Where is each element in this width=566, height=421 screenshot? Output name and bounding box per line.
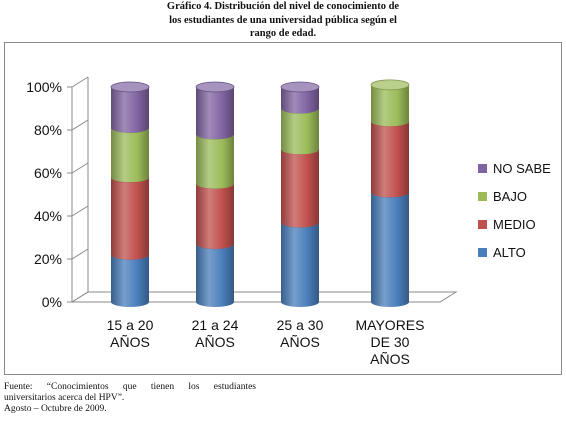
bar-segment-alto (281, 222, 319, 307)
bar-segment-medio (111, 177, 149, 260)
x-tick-label: AÑOS (370, 351, 410, 367)
x-tick-label: 15 a 20 (107, 317, 154, 333)
chart-title-line-2: los estudiantes de una universidad públi… (169, 14, 397, 26)
bar-segment-bajo (281, 108, 319, 155)
chart-title-line-1: Gráfico 4. Distribución del nivel de con… (166, 1, 400, 12)
y-tick-depth (71, 248, 89, 260)
x-tick-label: AÑOS (280, 334, 320, 350)
y-tick-label: 100% (26, 79, 62, 95)
y-tick-label: 40% (34, 208, 62, 224)
y-tick-label: 0% (42, 294, 62, 310)
bar-segment-medio (196, 183, 234, 249)
bar-segment-bajo (111, 127, 149, 183)
legend-swatch-bajo (478, 192, 487, 201)
bar-segment-alto (196, 243, 234, 307)
bar-top-cap (195, 81, 235, 93)
x-tick-label: DE 30 (371, 334, 410, 350)
y-tick-label: 20% (34, 251, 62, 267)
source-line-3: Agosto – Octubre de 2009. (4, 404, 107, 414)
legend-label-alto: ALTO (493, 245, 526, 260)
legend-swatch-alto (478, 248, 487, 257)
legend-label-no-sabe: NO SABE (493, 161, 551, 176)
legend-label-bajo: BAJO (493, 189, 527, 204)
bar-segment-alto (371, 192, 409, 307)
bar-segment-no-sabe (196, 87, 234, 140)
y-tick-depth (71, 119, 89, 131)
legend-swatch-medio (478, 220, 487, 229)
y-tick-depth (71, 76, 89, 88)
bar-top-cap (370, 79, 410, 91)
bar-top-cap (280, 81, 320, 93)
y-tick-label: 60% (34, 165, 62, 181)
y-tick-depth (71, 205, 89, 217)
bar-segment-alto (111, 254, 149, 307)
chart-title: Gráfico 4. Distribución del nivel de con… (0, 0, 566, 41)
legend-swatch-no-sabe (478, 164, 487, 173)
x-tick-label: 21 a 24 (192, 317, 239, 333)
bar-segment-bajo (196, 134, 234, 189)
bar-segment-medio (371, 121, 409, 198)
source-line-2: universitarios acerca del HPV”. (4, 393, 125, 403)
source-line-1: Fuente: “Conocimientos que tienen los es… (4, 382, 256, 392)
x-tick-label: AÑOS (195, 334, 235, 350)
y-tick-label: 80% (34, 122, 62, 138)
x-tick-label: MAYORES (356, 317, 425, 333)
x-tick-label: 25 a 30 (277, 317, 324, 333)
chart-title-line-3: rango de edad. (249, 28, 317, 39)
bar-segment-medio (281, 149, 319, 228)
bar-segment-no-sabe (281, 87, 319, 114)
y-tick-depth (71, 291, 89, 303)
bar-segment-no-sabe (111, 87, 149, 133)
y-tick-depth (71, 162, 89, 174)
bar-top-cap (110, 81, 150, 93)
source-note: Fuente: “Conocimientos que tienen los es… (4, 382, 564, 415)
legend-label-medio: MEDIO (493, 217, 536, 232)
bar-segment-bajo (371, 84, 409, 127)
x-tick-label: AÑOS (110, 334, 150, 350)
